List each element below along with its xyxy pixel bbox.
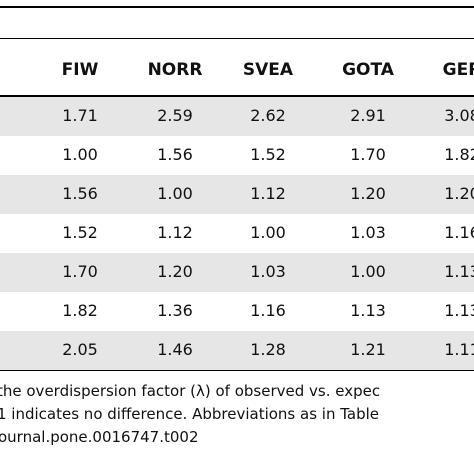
row-shade [0,331,474,370]
table-cell: 1.03 [250,262,286,281]
footnote: ournal.pone.0016747.t002 [0,428,199,446]
table-cell: 1.12 [157,223,193,242]
table-cell: 1.13 [444,301,474,320]
table-cell: 1.00 [350,262,386,281]
column-header: FIW [61,60,99,80]
table-cell: 1.52 [62,223,98,242]
table-cell: 1.82 [444,145,474,164]
column-header: SVEA [242,60,294,80]
table-cell: 1.70 [350,145,386,164]
table-cell: 1.13 [444,262,474,281]
table-cell: 1.21 [350,340,386,359]
table-cell: 1.13 [350,301,386,320]
table-cell: 1.20 [157,262,193,281]
table-cell: 1.11 [444,340,474,359]
table-cell: 1.28 [250,340,286,359]
table-cell: 1.00 [62,145,98,164]
table-cell: 2.62 [250,106,286,125]
table-cell: 1.16 [444,223,474,242]
table-cell: 1.46 [157,340,193,359]
table-cell: 1.36 [157,301,193,320]
table-cell: 1.56 [157,145,193,164]
table-cell: 1.52 [250,145,286,164]
bottom-rule [0,369,474,371]
row-shade [0,175,474,214]
table-cell: 1.00 [250,223,286,242]
row-shade [0,253,474,292]
column-header: GER [442,60,474,80]
table-cell: 1.56 [62,184,98,203]
column-header: GOTA [342,60,394,80]
table-cell: 3.08 [444,106,474,125]
table-cell: 1.03 [350,223,386,242]
table-cell: 1.12 [250,184,286,203]
table-cell: 2.05 [62,340,98,359]
table-cell: 1.82 [62,301,98,320]
top-rule [0,6,474,8]
footnote: 1 indicates no difference. Abbreviations… [0,405,380,423]
row-shade [0,97,474,136]
table-cell: 1.20 [444,184,474,203]
footnote: the overdispersion factor (λ) of observe… [0,382,381,400]
table-cell: 1.20 [350,184,386,203]
table-cell: 1.16 [250,301,286,320]
table-cell: 1.00 [157,184,193,203]
table-cell: 1.70 [62,262,98,281]
header-rule [0,95,474,97]
rule [0,38,474,39]
table-cell: 2.91 [350,106,386,125]
column-header: NORR [147,60,203,80]
table-cell: 1.71 [62,106,98,125]
table-cell: 2.59 [157,106,193,125]
